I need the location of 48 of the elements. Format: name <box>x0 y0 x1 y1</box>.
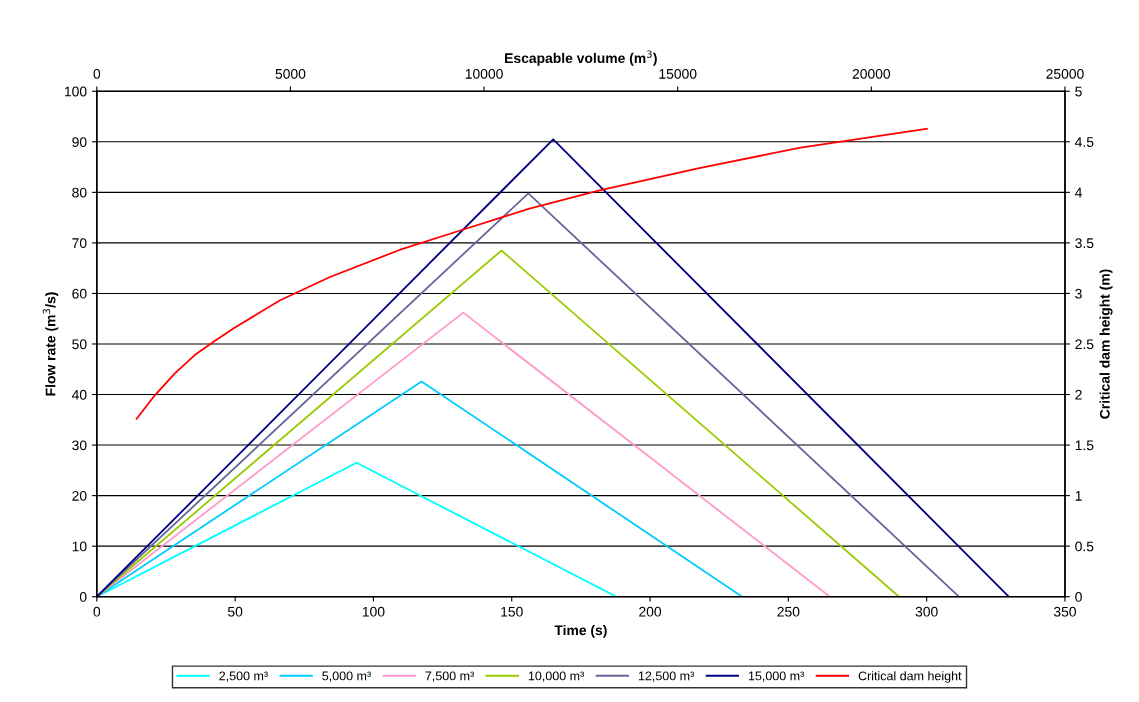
y2-tick-label: 4 <box>1075 187 1082 198</box>
x2-axis-title: Escapable volume (m$^{3}$) <box>505 50 657 66</box>
legend-label: Critical dam height <box>858 671 962 683</box>
x-tick-label: 300 <box>915 606 938 617</box>
line-series <box>135 127 928 420</box>
y-tick-label: 80 <box>72 187 87 198</box>
y2-tick-label: 4.5 <box>1075 137 1094 147</box>
legend-label: 10,000 m³ <box>528 671 584 682</box>
y2-tick-label: 2.5 <box>1075 339 1094 350</box>
legend-label: 7,500 m³ <box>425 671 474 682</box>
y2-axis-title: Critical dam height (m) <box>1099 269 1113 419</box>
y2-tick-label: 3 <box>1075 288 1082 299</box>
x-tick-label: 200 <box>639 606 662 617</box>
x-tick-label: 50 <box>227 606 243 617</box>
y2-tick-label: 1.5 <box>1075 440 1094 451</box>
legend-label: 12,500 m³ <box>638 671 694 682</box>
y-tick-label: 50 <box>72 339 87 350</box>
y-tick-label: 70 <box>72 238 87 249</box>
x-axis-title: Time (s) <box>554 624 607 638</box>
legend-label: 2,500 m³ <box>219 671 268 682</box>
x-tick-label: 100 <box>362 606 385 617</box>
x-tick-label: 150 <box>501 606 523 617</box>
y-axis-title: Flow rate (m$^{3}$/s) <box>42 292 59 396</box>
y2-tick-label: 3.5 <box>1075 238 1094 249</box>
y2-tick-label: 2 <box>1075 389 1082 400</box>
y2-tick-label: 1 <box>1075 491 1082 501</box>
y2-tick-label: 0.5 <box>1075 541 1094 552</box>
y-tick-label: 0 <box>79 592 87 602</box>
x2-tick-label: 25000 <box>1046 68 1084 79</box>
x-tick-label: 250 <box>777 606 800 617</box>
y2-tick-label: 5 <box>1075 86 1082 97</box>
x-tick-label: 0 <box>93 606 101 617</box>
y2-tick-label: 0 <box>1075 592 1082 602</box>
legend-label: 15,000 m³ <box>748 671 805 682</box>
x2-tick-label: 5000 <box>275 68 306 79</box>
y-tick-label: 100 <box>64 86 87 97</box>
y-tick-label: 30 <box>72 440 87 451</box>
y-tick-label: 10 <box>72 541 87 552</box>
y-tick-label: 20 <box>72 490 87 501</box>
x2-tick-label: 0 <box>93 68 101 79</box>
legend-label: 5,000 m³ <box>322 671 371 682</box>
y-tick-label: 40 <box>71 389 87 400</box>
y-tick-label: 60 <box>72 288 87 299</box>
x2-tick-label: 15000 <box>659 68 697 79</box>
y-tick-label: 90 <box>72 137 87 147</box>
x2-tick-label: 20000 <box>852 68 891 79</box>
x-tick-label: 350 <box>1053 606 1077 617</box>
x2-tick-label: 10000 <box>465 68 503 79</box>
